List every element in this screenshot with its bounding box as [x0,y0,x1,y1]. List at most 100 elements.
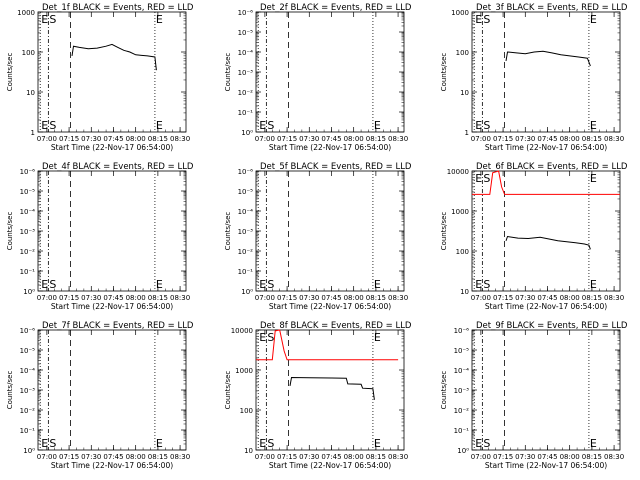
x-tick-label: 08:00 [344,453,364,461]
x-tick-label: 07:30 [299,453,319,461]
marker-label: E [41,119,48,132]
y-tick-label: 10⁻¹ [20,268,36,276]
y-tick-label: 10⁻² [20,248,36,256]
x-axis-label: Start Time (22-Nov-17 06:54:00) [485,143,607,152]
x-tick-label: 08:30 [388,135,408,143]
x-tick-label: 07:45 [103,135,123,143]
plot-frame [37,11,187,133]
chart-title: Det_9f BLACK = Events, RED = LLD [476,321,628,331]
x-tick-label: 07:30 [515,135,535,143]
y-tick-label: 10⁻⁴ [20,367,36,375]
plot-frame [37,329,187,451]
chart-title: Det_5f BLACK = Events, RED = LLD [260,162,412,172]
marker-label-top: S [483,13,490,26]
marker-label-top: E [374,331,381,344]
y-axis-label: Counts/sec [6,371,14,410]
x-axis-label: Start Time (22-Nov-17 06:54:00) [269,302,391,311]
x-tick-label: 08:15 [582,294,602,302]
marker-label: E [374,437,381,450]
y-tick-label: 10⁻¹ [238,109,254,117]
x-tick-label: 07:45 [321,294,341,302]
y-tick-label: 1000 [17,9,35,17]
x-tick-label: 07:00 [37,453,57,461]
x-axis-label: Start Time (22-Nov-17 06:54:00) [51,302,173,311]
y-tick-label: 10 [26,89,35,97]
x-tick-label: 07:45 [537,294,557,302]
x-tick-label: 08:15 [582,135,602,143]
marker-label-top: E [41,13,48,26]
x-tick-label: 08:15 [582,453,602,461]
y-tick-label: 10⁻⁵ [238,188,254,196]
x-tick-label: 08:00 [344,135,364,143]
marker-label: E [475,437,482,450]
y-tick-label: 10⁻³ [238,228,254,236]
chart-title: Det_1f BLACK = Events, RED = LLD [42,3,194,13]
y-tick-label: 10⁰ [241,129,253,137]
marker-label-top: S [267,331,274,344]
y-tick-label: 100 [456,49,469,57]
series-line-1 [472,170,620,195]
y-tick-label: 10⁻¹ [238,268,254,276]
x-tick-label: 07:15 [493,453,513,461]
x-tick-label: 07:15 [59,453,79,461]
marker-label-top: S [483,172,490,185]
y-tick-label: 10⁻⁵ [20,347,36,355]
y-tick-label: 1000 [451,208,469,216]
x-tick-label: 08:30 [604,294,624,302]
chart-title: Det_4f BLACK = Events, RED = LLD [42,162,194,172]
x-tick-label: 08:15 [148,453,168,461]
y-tick-label: 10⁻⁶ [454,327,470,335]
marker-label: E [590,119,597,132]
x-tick-label: 08:00 [560,453,580,461]
marker-label: E [475,278,482,291]
marker-label-top: E [475,172,482,185]
y-tick-label: 1 [465,129,469,137]
plot-frame [255,170,405,292]
marker-label: E [156,278,163,291]
y-tick-label: 10⁻³ [454,387,470,395]
y-tick-label: 10⁻⁴ [238,208,254,216]
x-tick-label: 07:15 [59,294,79,302]
x-tick-label: 07:45 [537,453,557,461]
chart-panel-8: Det_8f BLACK = Events, RED = LLD 10 100 100… [224,321,412,470]
x-tick-label: 08:30 [170,453,190,461]
x-tick-label: 07:30 [299,294,319,302]
marker-label: S [483,437,490,450]
marker-label-top: E [590,172,597,185]
x-axis-label: Start Time (22-Nov-17 06:54:00) [51,143,173,152]
y-tick-label: 100 [240,407,253,415]
y-tick-label: 1 [31,129,35,137]
marker-label: E [41,278,48,291]
x-tick-label: 08:15 [148,294,168,302]
marker-label: E [590,437,597,450]
x-tick-label: 07:45 [321,453,341,461]
x-tick-label: 07:30 [81,294,101,302]
series-line-1 [505,50,591,67]
x-tick-label: 07:15 [277,453,297,461]
y-tick-label: 10000 [231,327,253,335]
x-tick-label: 08:15 [366,453,386,461]
y-tick-label: 10⁻⁴ [454,367,470,375]
x-tick-label: 07:00 [255,135,275,143]
x-tick-label: 08:15 [366,135,386,143]
y-tick-label: 100 [456,248,469,256]
plot-frame [255,11,405,133]
x-tick-label: 08:00 [126,453,146,461]
y-axis-label: Counts/sec [224,212,232,251]
plot-frame [37,170,187,292]
x-tick-label: 07:30 [299,135,319,143]
x-tick-label: 07:30 [81,453,101,461]
marker-label: E [259,278,266,291]
x-axis-label: Start Time (22-Nov-17 06:54:00) [269,143,391,152]
y-tick-label: 10⁻² [20,407,36,415]
marker-label: S [267,278,274,291]
marker-label-top: E [259,331,266,344]
x-tick-label: 08:00 [560,294,580,302]
x-axis-label: Start Time (22-Nov-17 06:54:00) [51,461,173,470]
x-tick-label: 07:00 [255,453,275,461]
marker-label: E [475,119,482,132]
x-tick-label: 07:00 [471,453,491,461]
chart-title: Det_7f BLACK = Events, RED = LLD [42,321,194,331]
x-tick-label: 08:15 [366,294,386,302]
